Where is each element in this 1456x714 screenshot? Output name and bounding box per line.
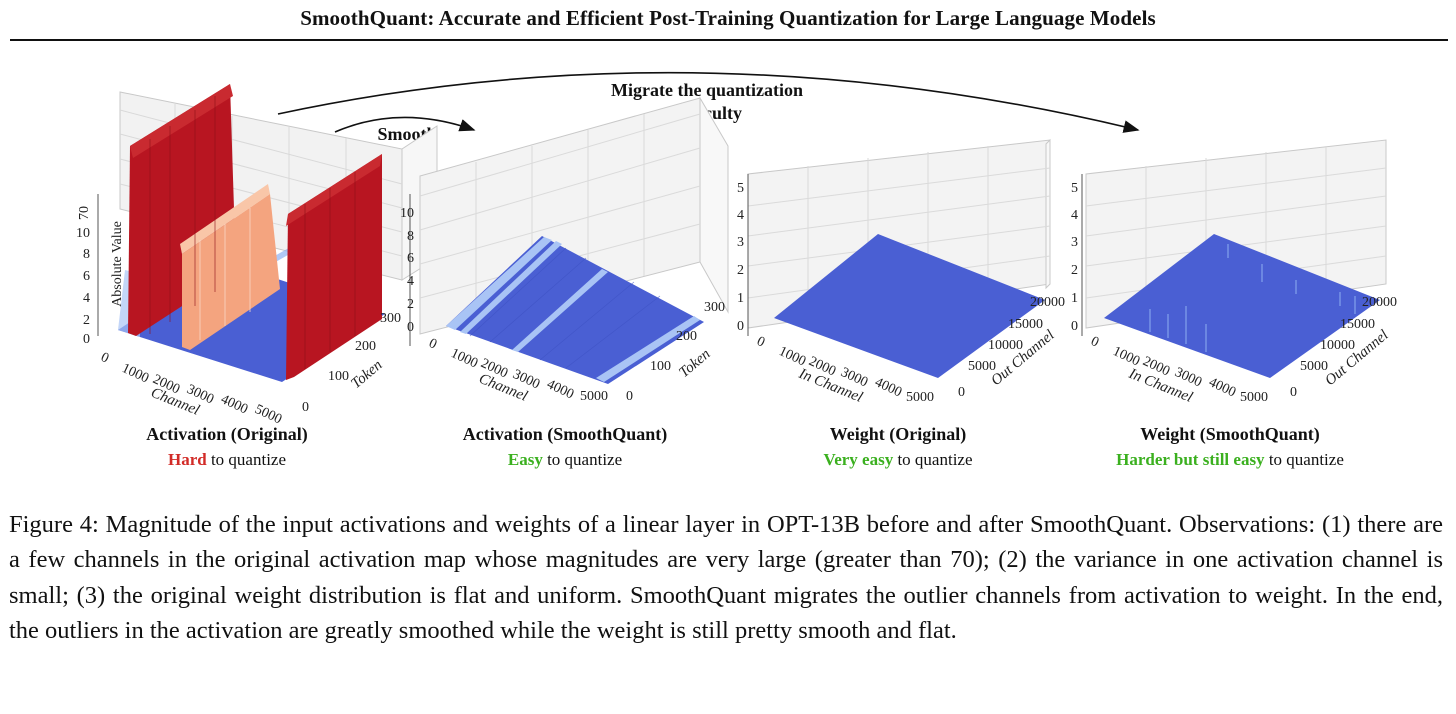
axis-tick-label: 70 <box>77 206 92 220</box>
axis-tick-label: 20000 <box>1030 295 1065 310</box>
panel-weight-smoothquant: 0 1 2 3 4 5 0 1000 2000 3000 4000 5000 I… <box>1071 139 1397 406</box>
panel-weight-original: 0 1 2 3 4 5 0 1000 2000 3000 4000 5000 I… <box>737 138 1065 406</box>
axis-tick-label: 2 <box>83 313 90 328</box>
axis-tick-label: 300 <box>380 311 401 326</box>
page-header: SmoothQuant: Accurate and Efficient Post… <box>300 6 1156 30</box>
panel-1-title: Activation (Original) <box>146 424 308 444</box>
axis-tick-label: 100 <box>328 369 349 384</box>
axis-tick-label: 0 <box>1088 334 1101 351</box>
axis-tick-label: 0 <box>302 400 309 415</box>
panel-activation-original: 0 2 4 6 8 10 70 Absolute Value 0 1000 20… <box>76 84 438 424</box>
axis-tick-label: 10000 <box>1320 338 1355 353</box>
axis-tick-label: 4000 <box>1206 375 1238 400</box>
axis-tick-label: 15000 <box>1008 317 1043 332</box>
axis-tick-label: 0 <box>407 320 414 335</box>
axis-tick-label: 200 <box>355 339 376 354</box>
axis-tick-label: 0 <box>83 332 90 347</box>
figure-4: Smooth Migrate the quantization difficul… <box>76 71 1397 424</box>
axis-tick-label: 4000 <box>544 377 576 402</box>
weight-original-surface <box>774 234 1045 378</box>
axis-tick-label: 4 <box>737 208 744 223</box>
panel-2-subtitle: Easy to quantize <box>507 450 623 469</box>
axis-tick-label: 5000 <box>906 390 934 405</box>
migrate-label-line1: Migrate the quantization <box>611 80 803 100</box>
axis-tick-label: 5000 <box>968 359 996 374</box>
axis-tick-label: 2 <box>407 297 414 312</box>
axis-tick-label: 5000 <box>580 389 608 404</box>
axis-tick-label: 300 <box>704 300 725 315</box>
axis-tick-label: 5 <box>1071 181 1078 196</box>
axis-tick-label: Out Channel <box>1322 327 1391 389</box>
axis-tick-label: 2 <box>737 263 744 278</box>
axis-tick-label: 15000 <box>1340 317 1375 332</box>
header-rule <box>10 39 1448 41</box>
panel-activation-smoothquant: 0 2 4 6 8 10 0 1000 2000 3000 4000 5000 … <box>400 96 729 405</box>
panel-4-title: Weight (SmoothQuant) <box>1140 424 1320 444</box>
panel-3-subtitle: Very easy to quantize <box>823 450 973 469</box>
axis-tick-label: 0 <box>426 336 439 353</box>
figure-caption: Figure 4: Magnitude of the input activat… <box>9 511 1443 644</box>
axis-tick-label: 0 <box>98 350 111 367</box>
axis-tick-label: 5000 <box>252 402 284 424</box>
axis-tick-label: 1000 <box>119 361 151 386</box>
migrate-arrow <box>277 71 1140 133</box>
panel-3-title: Weight (Original) <box>829 424 967 444</box>
axis-tick-label: 2 <box>1071 263 1078 278</box>
axis-tick-label: 1 <box>737 291 744 306</box>
axis-tick-label: 0 <box>626 389 633 404</box>
panel-2-title: Activation (SmoothQuant) <box>462 424 668 444</box>
weight-smoothquant-surface <box>1104 234 1380 378</box>
panel-1-subtitle: Hard to quantize <box>167 450 287 469</box>
axis-tick-label: Token <box>676 346 713 381</box>
axis-tick-label: 5000 <box>1240 390 1268 405</box>
axis-tick-label: 1 <box>1071 291 1078 306</box>
axis-tick-label: 4 <box>83 291 90 306</box>
axis-tick-label: 0 <box>754 334 767 351</box>
axis-tick-label: 4 <box>407 274 414 289</box>
axis-tick-label: 5 <box>737 181 744 196</box>
panel-4-subtitle: Harder but still easy to quantize <box>1116 450 1344 469</box>
axis-tick-label: 0 <box>737 319 744 334</box>
axis-tick-label: 4000 <box>872 375 904 400</box>
axis-tick-label: 4000 <box>218 392 250 417</box>
axis-tick-label: 0 <box>1071 319 1078 334</box>
axis-tick-label: 3 <box>1071 235 1078 250</box>
axis-tick-label: 6 <box>83 269 90 284</box>
axis-tick-label: 10000 <box>988 338 1023 353</box>
axis-tick-label: Out Channel <box>988 327 1057 389</box>
z-axis-label: Absolute Value <box>110 221 125 307</box>
outlier-slab-2 <box>182 194 280 350</box>
axis-tick-label: 0 <box>958 385 965 400</box>
axis-tick-label: 20000 <box>1362 295 1397 310</box>
axis-tick-label: 10 <box>76 226 90 241</box>
axis-tick-label: 1000 <box>1110 344 1142 369</box>
axis-tick-label: 3 <box>737 235 744 250</box>
axis-tick-label: 10 <box>400 206 414 221</box>
axis-tick-label: 8 <box>83 247 90 262</box>
axis-tick-label: 8 <box>407 229 414 244</box>
axis-tick-label: 4 <box>1071 208 1078 223</box>
axis-tick-label: Token <box>348 357 385 392</box>
axis-tick-label: 0 <box>1290 385 1297 400</box>
smooth-arrow <box>334 116 476 133</box>
axis-tick-label: 6 <box>407 251 414 266</box>
axis-tick-label: 200 <box>676 329 697 344</box>
axis-tick-label: 1000 <box>448 346 480 371</box>
axis-tick-label: 5000 <box>1300 359 1328 374</box>
axis-tick-label: 100 <box>650 359 671 374</box>
